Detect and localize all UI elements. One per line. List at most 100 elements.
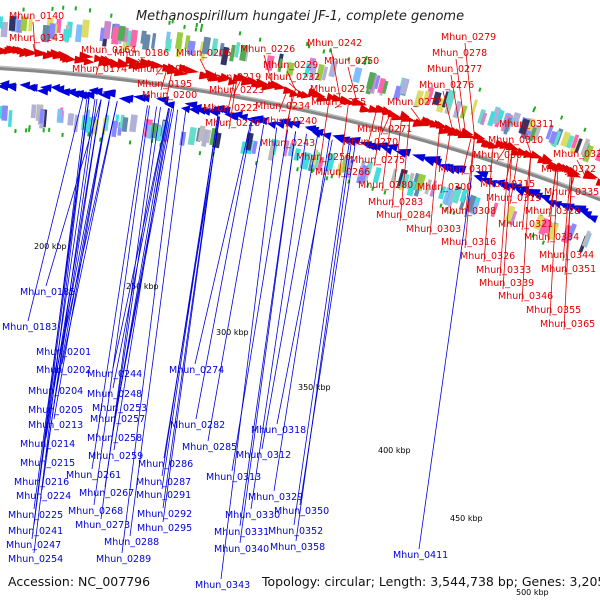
cog-category-tile [150,33,157,49]
cog-category-tile [239,44,248,62]
reverse-gene-label: Mhun_0287 [136,477,191,488]
rna-feature-mark [61,132,64,137]
forward-gene-label: Mhun_0310 [488,135,543,146]
cog-category-tile [365,71,376,90]
rna-feature-mark [198,151,202,156]
reverse-gene-arrow [199,107,211,116]
reverse-gene-label: Mhun_0285 [182,442,237,453]
cog-category-tile [343,159,354,179]
forward-gene-leader-line [410,107,422,122]
cog-category-tile [201,128,209,147]
cog-category-tile [184,35,191,50]
rna-feature-mark [195,22,199,28]
rna-feature-mark [347,57,351,62]
reverse-gene-label: Mhun_0318 [251,425,306,436]
cog-category-tile [201,36,212,55]
cog-category-tile [399,77,410,95]
cog-category-tile [372,166,382,184]
reverse-gene-arrow [273,121,286,129]
forward-gene-label: Mhun_0334 [524,232,579,243]
reverse-gene-arrow [74,91,87,100]
forward-gene-leader-line [334,101,345,109]
cog-category-tile [179,131,187,146]
cog-category-tile [218,42,225,57]
reverse-gene-label: Mhun_0257 [90,414,145,425]
reverse-gene-leader-line [239,131,296,544]
cog-category-tile [285,61,295,76]
reverse-gene-leader-line [194,122,252,365]
forward-gene-arrow [311,90,326,98]
forward-gene-leader-line [160,67,168,91]
reverse-gene-label: Mhun_0312 [236,450,291,461]
forward-gene-arrow [34,49,50,57]
cog-category-tile [164,38,173,52]
cog-category-tile [48,23,56,39]
forward-gene-arrow [25,48,38,57]
reverse-gene-arrow [139,94,150,103]
reverse-gene-label: Mhun_0291 [136,490,191,501]
cog-category-tile [393,85,403,101]
reverse-gene-leader-line [295,144,352,542]
forward-gene-label: Mhun_0311 [499,119,554,130]
forward-gene-leader-line [288,82,299,92]
reverse-gene-label: Mhun_0183 [2,322,57,333]
reverse-gene-leader-line [250,133,307,510]
forward-gene-arrow [173,68,189,77]
reverse-gene-arrow [39,84,52,93]
cog-category-tile [229,44,236,62]
cog-category-tile [220,46,230,66]
rna-feature-mark [371,186,375,191]
forward-gene-leader-line [283,89,294,150]
cog-category-tile [240,141,247,155]
reverse-gene-label: Mhun_0288 [104,537,159,548]
cog-category-tile [574,138,583,154]
cog-category-tile [99,27,105,42]
cog-category-tile [39,108,45,124]
forward-gene-label: Mhun_0322 [541,164,596,175]
reverse-gene-label: Mhun_0247 [6,540,61,551]
cog-category-tile [129,29,139,48]
forward-gene-label: Mhun_0346 [498,291,553,302]
kbp-tick-label: 500 kbp [516,588,549,597]
cog-category-tile [111,120,118,138]
genome-title: Methanospirillum hungatei JF-1, complete… [135,9,465,24]
reverse-gene-leader-line [418,177,472,550]
reverse-gene-label: Mhun_0358 [270,542,325,553]
forward-gene-label: Mhun_0252 [310,84,365,95]
reverse-gene-arrow [475,171,489,179]
rna-feature-mark [194,27,198,32]
forward-gene-leader-line [263,54,273,86]
forward-gene-leader-line [461,136,472,176]
cog-category-tile [581,230,591,247]
reverse-gene-leader-line [41,98,98,491]
reverse-gene-label: Mhun_0224 [16,491,71,502]
forward-gene-label: Mhun_0327 [553,149,600,160]
cog-category-tile [244,132,254,151]
forward-gene-label: Mhun_0315 [480,179,535,190]
reverse-gene-arrow [256,117,269,126]
cog-category-tile [352,66,363,84]
cog-category-tile [328,60,338,78]
forward-gene-label: Mhun_0223 [209,85,264,96]
rna-feature-mark [51,6,54,11]
forward-gene-label: Mhun_0271 [357,124,412,135]
forward-gene-leader-line [442,90,454,131]
cog-category-tile [75,24,83,43]
rna-feature-mark [22,7,25,12]
accession-text: Accession: NC_007796 [8,574,151,589]
cog-category-tile [490,202,499,218]
reverse-gene-leader-line [93,105,150,506]
kbp-tick-label: 450 kbp [450,514,483,523]
reverse-gene-arrow [359,141,373,149]
rna-feature-mark [383,190,387,195]
forward-gene-arrow [93,54,105,63]
forward-gene-label: Mhun_0232 [265,72,320,83]
reverse-gene-leader-line [53,100,110,420]
reverse-gene-arrow [397,148,412,157]
reverse-gene-label: Mhun_0292 [137,509,192,520]
forward-gene-leader-line [464,136,475,218]
reverse-gene-label: Mhun_0274 [169,365,224,376]
cog-category-tile [293,148,301,162]
reverse-gene-label: Mhun_0202 [36,365,91,376]
cog-category-tile [551,130,562,148]
